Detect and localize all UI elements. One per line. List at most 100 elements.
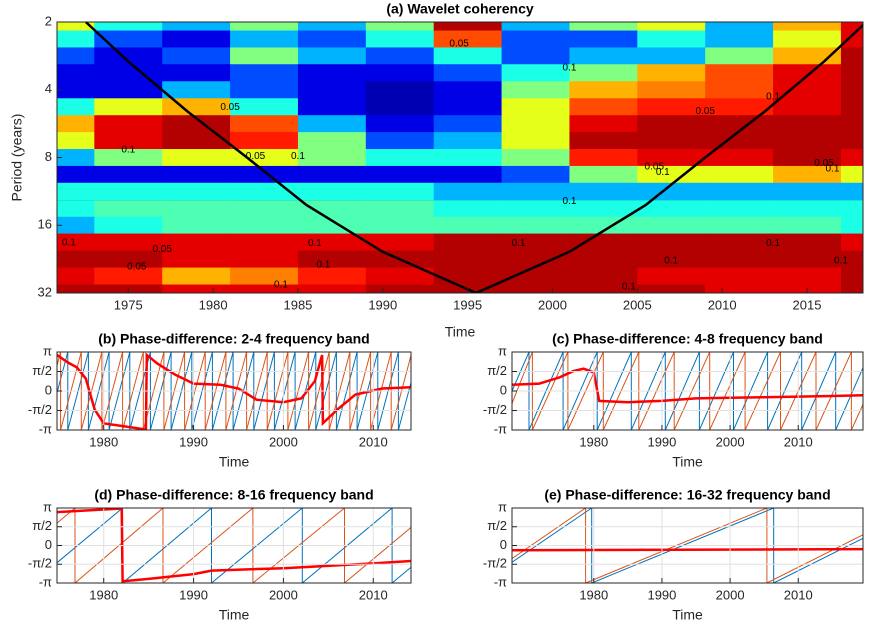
heatmap-cell <box>365 149 435 167</box>
y-tick-label: -π <box>494 421 507 436</box>
heatmap-cell <box>57 22 95 31</box>
heatmap-cell <box>773 216 842 235</box>
heatmap-cell <box>569 115 638 133</box>
heatmap-cell <box>230 22 299 31</box>
heatmap-cell <box>94 64 163 82</box>
heatmap-cell <box>840 200 863 218</box>
y-tick-label: π/2 <box>32 363 52 378</box>
heatmap-cell <box>57 98 95 116</box>
x-axis-label: Time <box>219 454 250 470</box>
x-tick-label: 2010 <box>359 434 388 449</box>
heatmap-cell <box>230 30 299 48</box>
heatmap-cell <box>162 284 231 293</box>
heatmap-cell <box>162 47 231 65</box>
heatmap-cell <box>501 165 570 184</box>
heatmap-cell <box>230 250 299 268</box>
heatmap-cell <box>94 22 163 31</box>
y-tick-label: -π/2 <box>28 402 52 417</box>
x-tick-label: 1990 <box>179 434 208 449</box>
heatmap-cell <box>840 267 863 285</box>
heatmap-cell <box>840 149 863 167</box>
chart-title: (a) Wavelet coherency <box>386 1 534 17</box>
heatmap-cell <box>297 284 367 293</box>
heatmap-cell <box>705 115 774 133</box>
x-tick-label: 1990 <box>647 434 676 449</box>
heatmap-cell <box>433 64 503 82</box>
heatmap-cell <box>162 250 231 268</box>
heatmap-cell <box>365 182 435 201</box>
heatmap-cell <box>57 115 95 133</box>
heatmap-cell <box>840 30 863 48</box>
heatmap-cell <box>297 30 367 48</box>
heatmap-cell <box>501 149 570 167</box>
heatmap-cell <box>297 98 367 116</box>
heatmap-cell <box>569 149 638 167</box>
heatmap-cell <box>57 182 95 201</box>
heatmap-cell <box>501 22 570 31</box>
x-tick-label: 1980 <box>89 434 118 449</box>
heatmap-cell <box>637 233 706 252</box>
x-tick-label: 2015 <box>793 297 822 312</box>
x-axis-label: Time <box>445 324 476 340</box>
contour-label: 0.1 <box>826 164 840 175</box>
heatmap-cell <box>501 233 570 252</box>
heatmap-cell <box>433 250 503 268</box>
y-tick-label: 4 <box>45 81 52 96</box>
heatmap-cell <box>637 284 706 293</box>
heatmap-cell <box>433 30 503 48</box>
heatmap-cell <box>501 132 570 150</box>
heatmap-cell <box>501 64 570 82</box>
heatmap-cell <box>840 81 863 99</box>
contour-label: 0.1 <box>622 281 636 292</box>
heatmap-cell <box>230 182 299 201</box>
heatmap-cell <box>297 250 367 268</box>
heatmap-cell <box>840 132 863 150</box>
heatmap-cell <box>297 200 367 218</box>
heatmap-cell <box>57 233 95 252</box>
y-tick-label: -π/2 <box>28 556 52 571</box>
y-tick-label: π/2 <box>487 363 507 378</box>
heatmap-cell <box>705 149 774 167</box>
contour-label: 0.1 <box>274 280 288 291</box>
heatmap-cell <box>705 250 774 268</box>
heatmap-cell <box>162 81 231 99</box>
heatmap-cell <box>705 30 774 48</box>
heatmap-cell <box>773 200 842 218</box>
heatmap-cell <box>365 64 435 82</box>
x-tick-label: 2005 <box>623 297 652 312</box>
heatmap-cell <box>569 200 638 218</box>
heatmap-cell <box>230 200 299 218</box>
heatmap-cell <box>773 149 842 167</box>
chart-title: (e) Phase-difference: 16-32 frequency ba… <box>544 487 830 503</box>
heatmap-cell <box>297 22 367 31</box>
heatmap-cell <box>297 47 367 65</box>
heatmap-cell <box>637 81 706 99</box>
heatmap-cell <box>501 98 570 116</box>
heatmap-cell <box>705 22 774 31</box>
heatmap-cell <box>569 132 638 150</box>
x-tick-label: 1980 <box>199 297 228 312</box>
heatmap-cell <box>162 30 231 48</box>
contour-label: 0.05 <box>220 102 240 113</box>
heatmap-cell <box>501 30 570 48</box>
heatmap-cell <box>773 22 842 31</box>
y-axis-label: Period (years) <box>9 114 25 202</box>
y-tick-label: -π <box>494 574 507 589</box>
heatmap-cell <box>773 132 842 150</box>
heatmap-cell <box>773 233 842 252</box>
x-tick-label: 1980 <box>89 587 118 602</box>
heatmap-cell <box>365 216 435 235</box>
heatmap-cell <box>365 165 435 184</box>
heatmap-cell <box>569 250 638 268</box>
y-tick-label: 16 <box>38 217 52 232</box>
heatmap-cell <box>162 200 231 218</box>
heatmap-cell <box>57 132 95 150</box>
heatmap-cell <box>840 233 863 252</box>
heatmap-cell <box>637 200 706 218</box>
heatmap-cell <box>57 250 95 268</box>
heatmap-cell <box>162 267 231 285</box>
heatmap-cell <box>501 81 570 99</box>
heatmap-cell <box>230 284 299 293</box>
heatmap-cell <box>94 115 163 133</box>
